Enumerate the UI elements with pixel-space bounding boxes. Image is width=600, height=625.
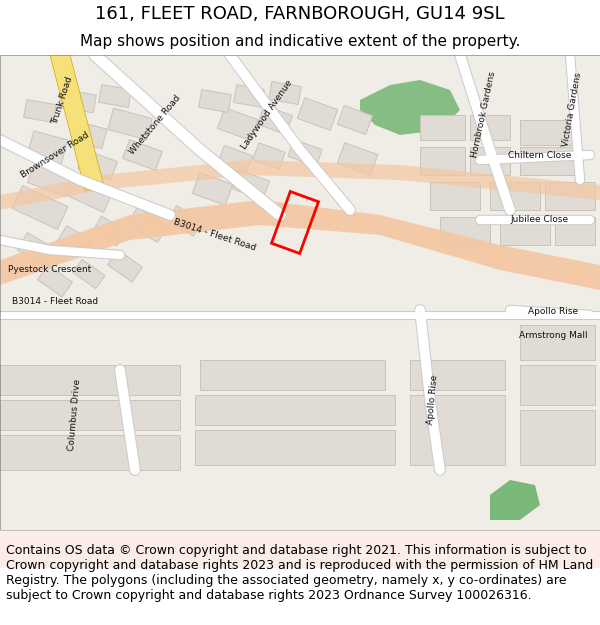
- Bar: [92, 216, 125, 246]
- Bar: [77, 149, 118, 181]
- Bar: [28, 131, 68, 164]
- Bar: [500, 217, 550, 245]
- Bar: [122, 139, 163, 171]
- Polygon shape: [360, 80, 460, 135]
- Bar: [58, 226, 92, 256]
- Text: Map shows position and indicative extent of the property.: Map shows position and indicative extent…: [80, 34, 520, 49]
- Bar: [217, 146, 253, 174]
- Text: Victoria Gardens: Victoria Gardens: [561, 72, 583, 148]
- Bar: [108, 108, 152, 140]
- Bar: [257, 106, 293, 134]
- Bar: [271, 191, 319, 254]
- Bar: [233, 170, 269, 200]
- Text: Brownsover Road: Brownsover Road: [19, 131, 91, 179]
- Text: Ladywood Avenue: Ladywood Avenue: [239, 79, 295, 151]
- Bar: [430, 182, 480, 210]
- Polygon shape: [0, 200, 600, 290]
- Bar: [199, 89, 232, 112]
- Polygon shape: [490, 480, 540, 520]
- Bar: [297, 98, 338, 131]
- Text: Jubilee Close: Jubilee Close: [511, 216, 569, 224]
- Bar: [200, 360, 385, 390]
- Bar: [38, 265, 73, 297]
- Bar: [233, 85, 265, 107]
- Bar: [337, 142, 378, 176]
- Text: Trunk Road: Trunk Road: [50, 75, 74, 125]
- Polygon shape: [50, 55, 105, 190]
- Text: B3014 - Fleet Road: B3014 - Fleet Road: [173, 217, 257, 252]
- Bar: [470, 147, 510, 175]
- Text: Apollo Rise: Apollo Rise: [427, 374, 440, 426]
- Text: Apollo Rise: Apollo Rise: [528, 308, 578, 316]
- Bar: [59, 89, 96, 113]
- Polygon shape: [0, 160, 600, 210]
- Bar: [98, 84, 131, 107]
- Bar: [12, 186, 68, 229]
- Bar: [0, 435, 180, 470]
- Bar: [73, 259, 105, 289]
- Bar: [17, 232, 58, 268]
- Bar: [167, 206, 202, 236]
- Text: Columbus Drive: Columbus Drive: [67, 379, 83, 451]
- Bar: [107, 250, 142, 282]
- Bar: [217, 107, 258, 141]
- Bar: [520, 365, 595, 405]
- Bar: [520, 147, 575, 175]
- Text: 161, FLEET ROAD, FARNBOROUGH, GU14 9SL: 161, FLEET ROAD, FARNBOROUGH, GU14 9SL: [95, 5, 505, 22]
- Bar: [192, 173, 233, 206]
- Bar: [28, 162, 73, 196]
- Text: Contains OS data © Crown copyright and database right 2021. This information is : Contains OS data © Crown copyright and d…: [6, 544, 593, 602]
- Bar: [520, 410, 595, 465]
- Bar: [0, 365, 180, 395]
- Bar: [67, 176, 113, 213]
- Bar: [127, 208, 167, 242]
- Bar: [410, 395, 505, 465]
- Text: Hornbrook Gardens: Hornbrook Gardens: [470, 71, 497, 159]
- Text: Chiltern Close: Chiltern Close: [508, 151, 572, 159]
- Bar: [440, 217, 490, 245]
- Text: Armstrong Mall: Armstrong Mall: [518, 331, 587, 339]
- Bar: [288, 139, 322, 167]
- Bar: [23, 99, 56, 122]
- Bar: [269, 81, 301, 104]
- Bar: [490, 182, 540, 210]
- Bar: [470, 115, 510, 140]
- Bar: [410, 360, 505, 390]
- Bar: [195, 395, 395, 425]
- Bar: [520, 120, 575, 145]
- Bar: [420, 115, 465, 140]
- Text: Pyestock Crescent: Pyestock Crescent: [8, 266, 92, 274]
- Bar: [420, 147, 465, 175]
- Text: Whetstone Road: Whetstone Road: [128, 94, 182, 156]
- Bar: [0, 400, 180, 430]
- Bar: [520, 325, 595, 360]
- Bar: [545, 182, 595, 210]
- Text: B3014 - Fleet Road: B3014 - Fleet Road: [12, 298, 98, 306]
- Bar: [73, 121, 107, 149]
- Bar: [195, 430, 395, 465]
- Bar: [555, 217, 595, 245]
- Bar: [337, 106, 373, 134]
- Bar: [253, 142, 285, 169]
- Bar: [0, 530, 600, 568]
